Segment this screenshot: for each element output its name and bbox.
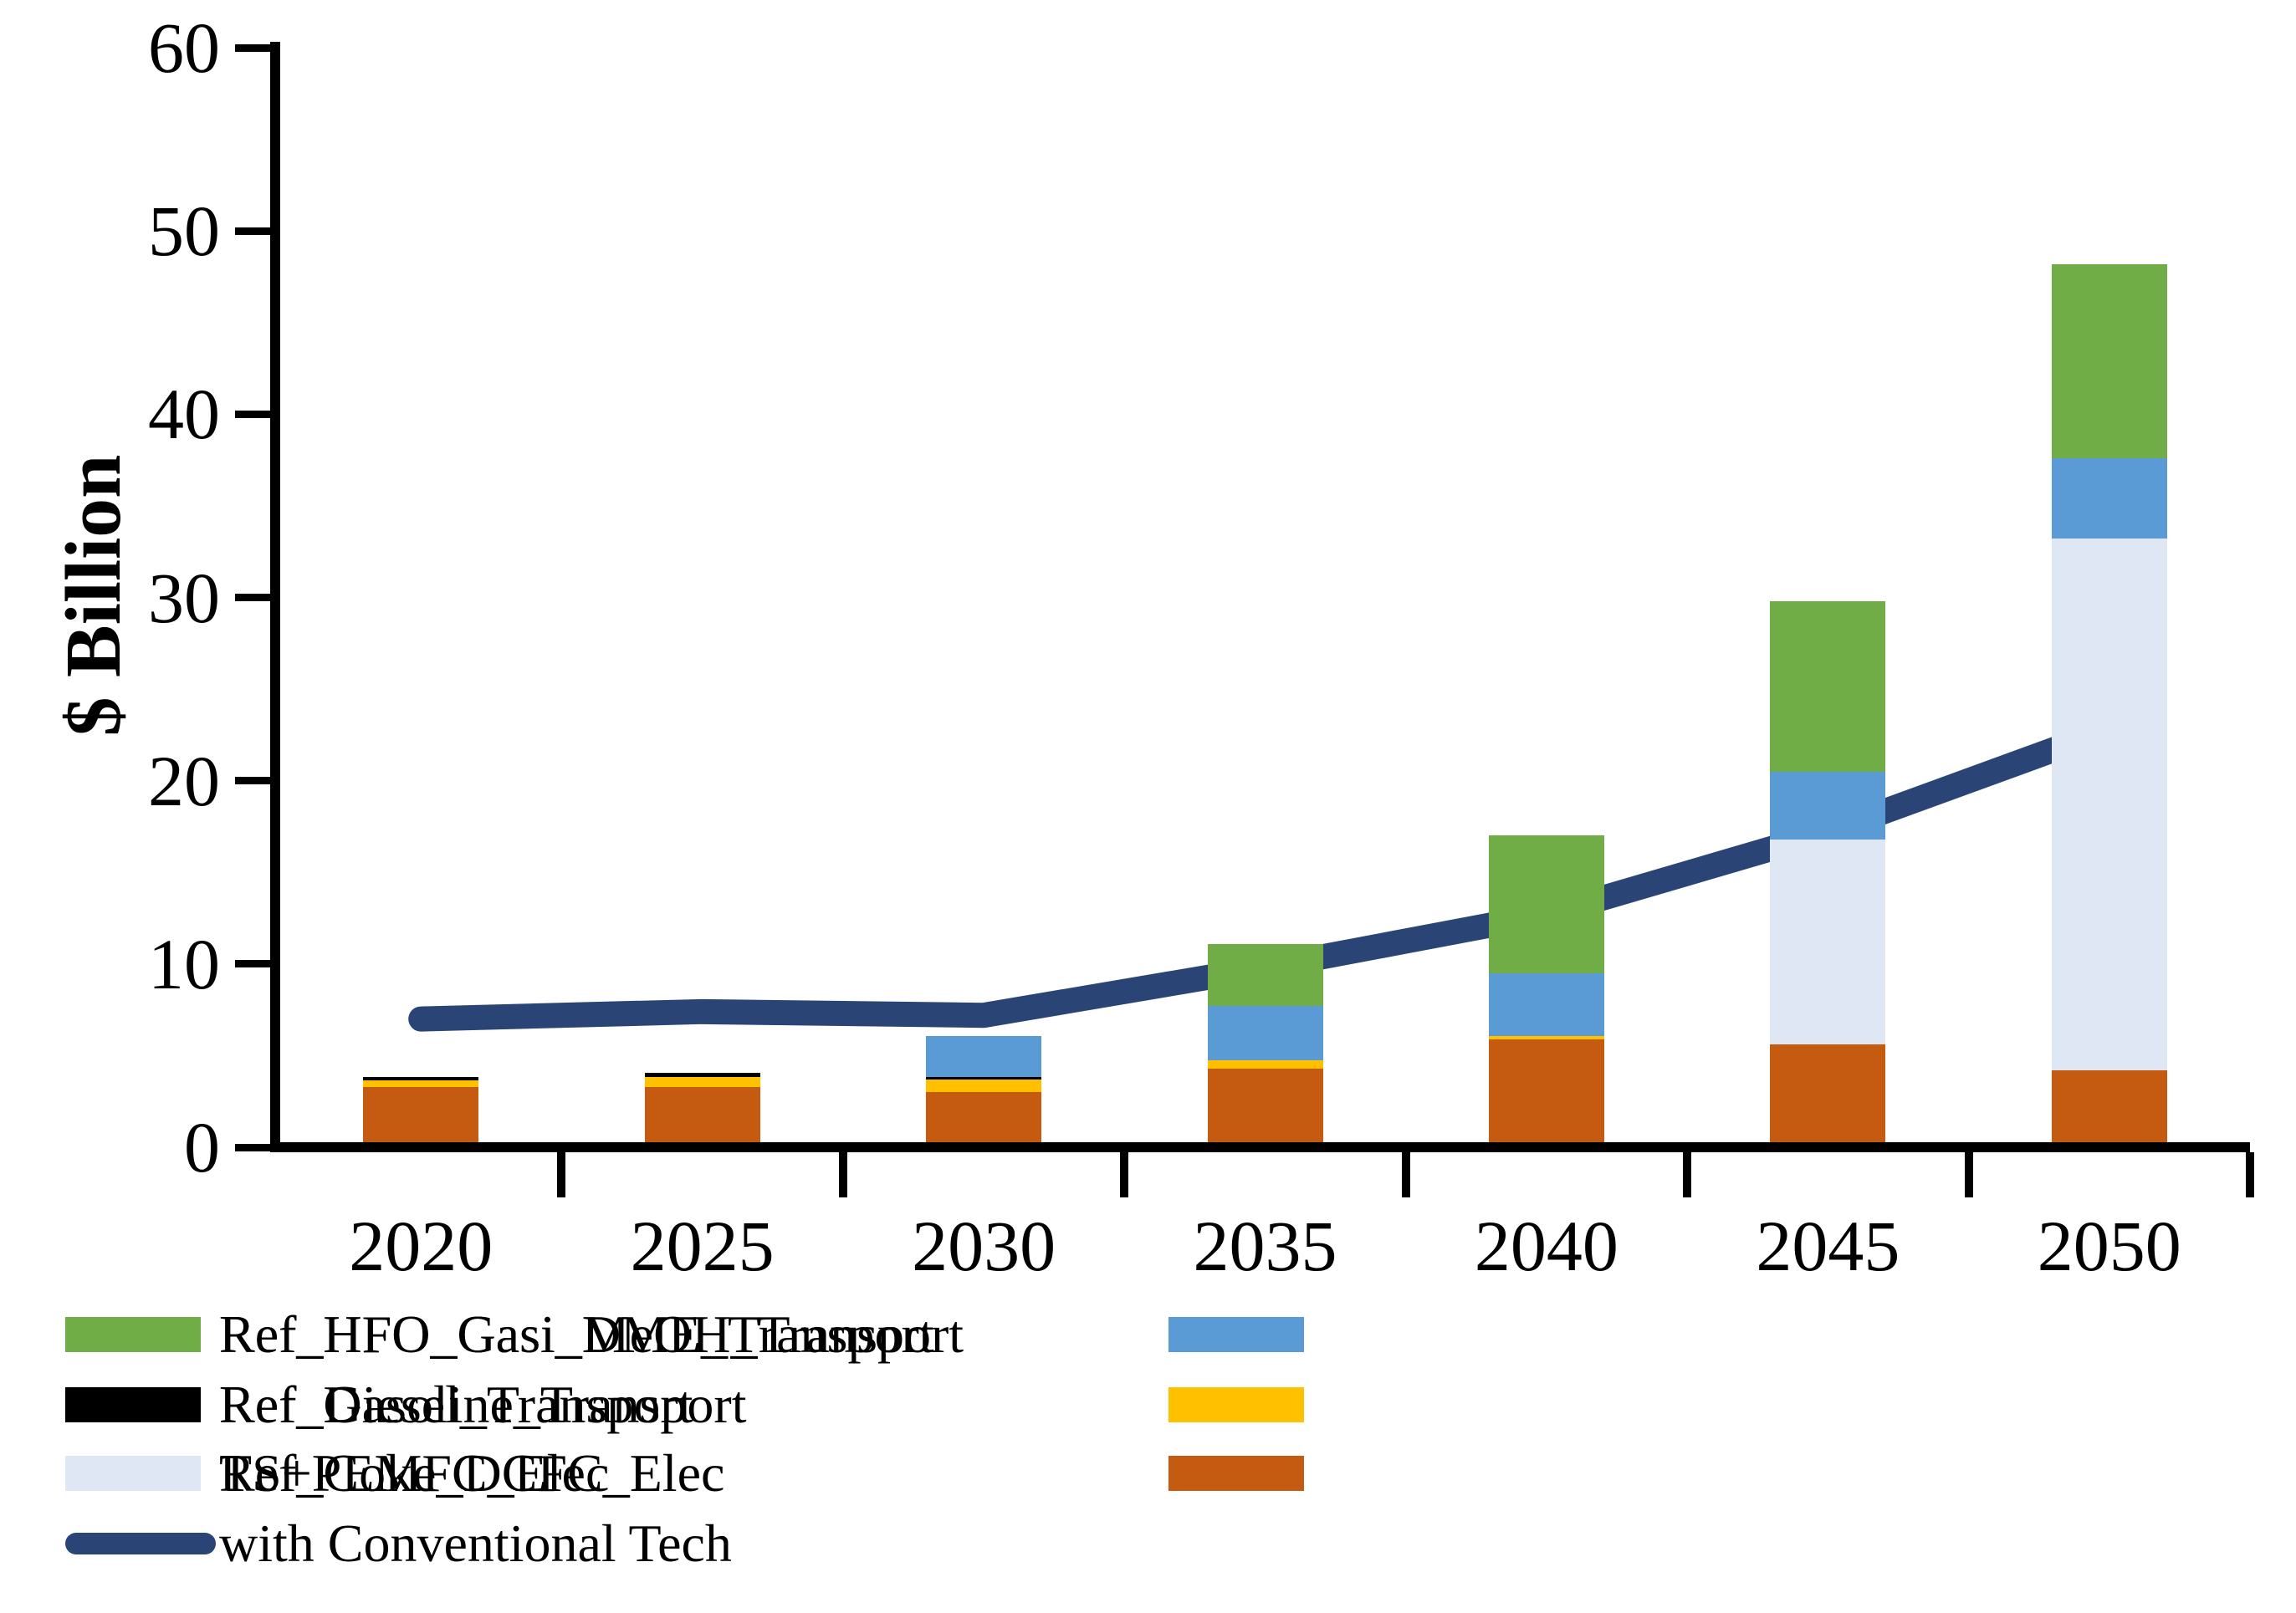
x-axis-spine bbox=[270, 1142, 2250, 1152]
x-axis-tick-1 bbox=[557, 1152, 566, 1197]
x-axis-tick-5 bbox=[1683, 1152, 1692, 1197]
bar-segment-Ref_HFO_Gasi_DME_Transport-2045 bbox=[1770, 771, 1886, 840]
legend-color-swatch bbox=[1168, 1387, 1304, 1422]
bar-segment-Ref_HFO_Gasi_MeOH_Transport-2035 bbox=[1207, 943, 1323, 1007]
legend-color-swatch bbox=[1168, 1456, 1304, 1491]
bar-segment-Ref_Diesel_Transport-2030 bbox=[926, 1076, 1042, 1080]
legend-label: TS+PEMFC_Elec bbox=[219, 1443, 610, 1503]
x-tick-label-2025: 2025 bbox=[630, 1206, 775, 1286]
bar-segment-Ref_HFO_Gasi_DME_Transport-2050 bbox=[2051, 457, 2167, 539]
bar-segment-Ref_Coke_DCFC_Elec-2045 bbox=[1770, 1044, 1886, 1147]
x-axis-tick-7 bbox=[2246, 1152, 2254, 1197]
y-axis-spine bbox=[270, 42, 280, 1152]
x-axis-tick-4 bbox=[1401, 1152, 1410, 1197]
bar-segment-Ref_Gasoline_Transport-2025 bbox=[644, 1076, 760, 1087]
legend-label: Ref_HFO_Gasi_DME_Transport bbox=[219, 1304, 934, 1364]
legend-item-Ref_Diesel_Transport: Ref_Diesel_Transport bbox=[65, 1378, 693, 1432]
y-tick-label-0: 0 bbox=[184, 1107, 220, 1187]
bar-segment-Ref_HFO_Gasi_MeOH_Transport-2045 bbox=[1770, 600, 1886, 772]
bar-segment-Ref_Coke_DCFC_Elec-2020 bbox=[363, 1086, 479, 1147]
legend-item-TS+PEMFC_Elec: TS+PEMFC_Elec bbox=[65, 1447, 609, 1500]
x-tick-label-2030: 2030 bbox=[912, 1206, 1056, 1286]
legend-label: Ref_Gasoline_Transport bbox=[219, 1375, 747, 1434]
legend-label: Ref_Coke_DCFC_Elec bbox=[219, 1443, 725, 1503]
legend-label: Ref_HFO_Gasi_MeOH_Transport bbox=[219, 1304, 964, 1364]
y-tick-label-50: 50 bbox=[148, 191, 220, 272]
y-tick-label-60: 60 bbox=[148, 8, 220, 88]
bar-segment-Ref_Gasoline_Transport-2020 bbox=[363, 1080, 479, 1087]
bar-segment-TS+PEMFC_Elec-2045 bbox=[1770, 839, 1886, 1045]
y-axis-tick-40 bbox=[235, 410, 270, 418]
x-axis-tick-6 bbox=[1964, 1152, 1973, 1197]
y-axis-tick-50 bbox=[235, 227, 270, 235]
bar-segment-Ref_Gasoline_Transport-2030 bbox=[926, 1079, 1042, 1093]
y-axis-tick-60 bbox=[235, 43, 270, 52]
bar-segment-Ref_Diesel_Transport-2020 bbox=[363, 1076, 479, 1080]
legend: Ref_HFO_Gasi_MeOH_Transport Ref_HFO_Gasi_… bbox=[0, 1288, 2296, 1613]
y-tick-label-30: 30 bbox=[148, 557, 220, 638]
y-axis-tick-20 bbox=[235, 777, 270, 785]
bar-segment-Ref_Diesel_Transport-2025 bbox=[644, 1073, 760, 1077]
bar-segment-Ref_Coke_DCFC_Elec-2030 bbox=[926, 1092, 1042, 1147]
y-tick-label-10: 10 bbox=[148, 923, 220, 1004]
x-tick-label-2050: 2050 bbox=[2037, 1206, 2181, 1286]
x-tick-label-2020: 2020 bbox=[349, 1206, 493, 1286]
bar-segment-Ref_HFO_Gasi_MeOH_Transport-2050 bbox=[2051, 263, 2167, 458]
bar-segment-TS+PEMFC_Elec-2050 bbox=[2051, 539, 2167, 1070]
legend-line-marker bbox=[65, 1533, 216, 1554]
y-axis-tick-10 bbox=[235, 960, 270, 968]
legend-label: with Conventional Tech bbox=[219, 1513, 732, 1573]
legend-label: Ref_Diesel_Transport bbox=[219, 1375, 693, 1434]
x-tick-label-2035: 2035 bbox=[1193, 1206, 1337, 1286]
y-axis-tick-0 bbox=[235, 1143, 270, 1151]
bar-segment-Ref_Gasoline_Transport-2035 bbox=[1207, 1059, 1323, 1069]
x-tick-label-2040: 2040 bbox=[1474, 1206, 1618, 1286]
x-tick-label-2045: 2045 bbox=[1756, 1206, 1900, 1286]
bar-segment-Ref_Coke_DCFC_Elec-2050 bbox=[2051, 1069, 2167, 1147]
bar-segment-Ref_Coke_DCFC_Elec-2040 bbox=[1488, 1039, 1604, 1147]
legend-item-with Conventional Tech: with Conventional Tech bbox=[65, 1517, 732, 1570]
y-axis-tick-30 bbox=[235, 594, 270, 601]
y-tick-label-40: 40 bbox=[148, 374, 220, 455]
bar-segment-Ref_HFO_Gasi_DME_Transport-2035 bbox=[1207, 1006, 1323, 1060]
y-tick-label-20: 20 bbox=[148, 740, 220, 821]
legend-color-swatch bbox=[65, 1387, 201, 1422]
legend-color-swatch bbox=[65, 1456, 201, 1491]
bar-segment-Ref_Coke_DCFC_Elec-2035 bbox=[1207, 1068, 1323, 1147]
legend-color-swatch bbox=[1168, 1317, 1304, 1352]
legend-item-Ref_HFO_Gasi_MeOH_Transport: Ref_HFO_Gasi_MeOH_Transport bbox=[65, 1308, 964, 1361]
bar-segment-Ref_Gasoline_Transport-2040 bbox=[1488, 1036, 1604, 1039]
bar-segment-Ref_HFO_Gasi_DME_Transport-2030 bbox=[926, 1036, 1042, 1077]
legend-color-swatch bbox=[65, 1317, 201, 1352]
bar-segment-Ref_Coke_DCFC_Elec-2025 bbox=[644, 1086, 760, 1147]
bar-segment-Ref_HFO_Gasi_MeOH_Transport-2040 bbox=[1488, 835, 1604, 973]
bar-segment-Ref_HFO_Gasi_DME_Transport-2040 bbox=[1488, 972, 1604, 1037]
x-axis-tick-3 bbox=[1120, 1152, 1129, 1197]
x-axis-tick-2 bbox=[838, 1152, 847, 1197]
